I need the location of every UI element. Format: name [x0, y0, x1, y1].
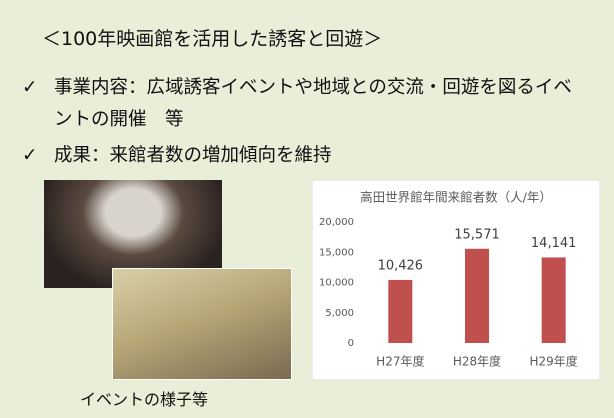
bullet-marker: ✓ [22, 72, 54, 136]
y-tick-label: 10,000 [319, 278, 354, 289]
bullet: ✓ 成果：来館者数の増加傾向を維持 [22, 140, 574, 172]
photo-caption: イベントの様子等 [80, 386, 208, 410]
bullet-marker: ✓ [22, 140, 54, 172]
heading: ＜100年映画館を活用した誘客と回遊＞ [42, 24, 382, 51]
bullet-text: 事業内容：広域誘客イベントや地域との交流・回遊を図るイベントの開催 等 [54, 72, 574, 136]
value-label: 10,426 [378, 258, 424, 273]
bar [388, 280, 412, 343]
event-photo [112, 268, 292, 380]
chart: 高田世界館年間来館者数（人/年） 0 5,000 10,000 15,000 20,00… [312, 180, 600, 380]
y-tick-label: 5,000 [325, 308, 354, 319]
bar [542, 257, 566, 343]
y-tick-label: 15,000 [319, 247, 354, 258]
bullet-text: 成果：来館者数の増加傾向を維持 [54, 140, 574, 172]
slide: ＜100年映画館を活用した誘客と回遊＞ ✓ 事業内容：広域誘客イベントや地域との… [0, 0, 614, 418]
value-label: 14,141 [531, 236, 577, 251]
bullet: ✓ 事業内容：広域誘客イベントや地域との交流・回遊を図るイベントの開催 等 [22, 72, 574, 136]
y-tick-label: 0 [348, 338, 354, 349]
x-tick-label: H27年度 [376, 354, 424, 369]
value-label: 15,571 [454, 227, 500, 242]
y-tick-label: 20,000 [319, 217, 354, 228]
x-tick-label: H28年度 [453, 354, 501, 369]
x-tick-label: H29年度 [530, 354, 578, 369]
bar [465, 249, 489, 343]
chart-title: 高田世界館年間来館者数（人/年） [360, 190, 552, 205]
